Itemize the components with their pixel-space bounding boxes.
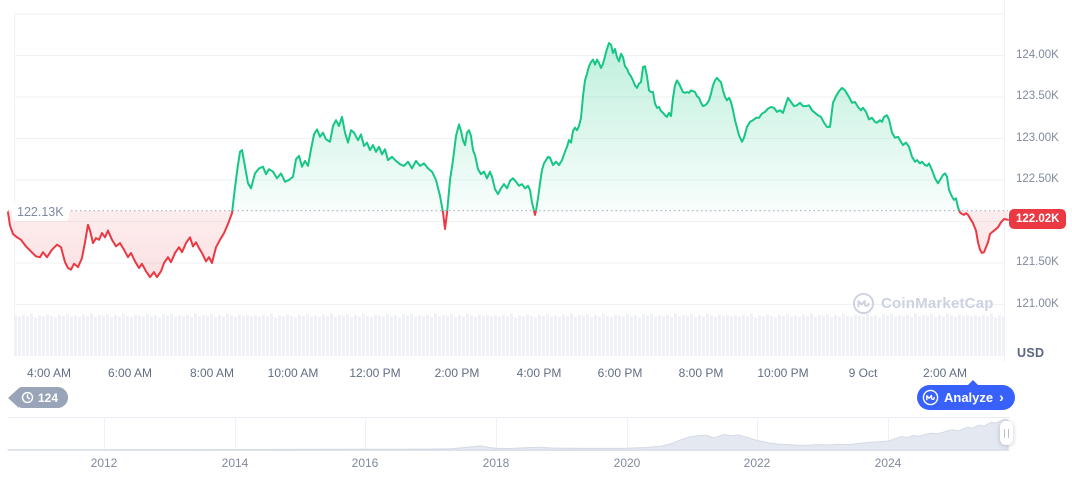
x-axis-tick-label: 10:00 AM (267, 366, 319, 380)
chevron-right-icon: › (999, 389, 1004, 405)
y-axis-tick-label: 123.50K (1016, 90, 1059, 102)
currency-unit-label: USD (1017, 346, 1045, 360)
grip-icon (1004, 428, 1009, 438)
y-axis-tick-label: 121.50K (1016, 256, 1059, 268)
x-axis-tick-label: 4:00 PM (516, 366, 562, 380)
x-axis-tick-label: 12:00 PM (349, 366, 401, 380)
minimap-year-label: 2024 (874, 456, 902, 470)
analyze-label: Analyze (944, 390, 994, 405)
x-axis-tick-label: 8:00 AM (189, 366, 235, 380)
coinmarketcap-watermark: CoinMarketCap (852, 292, 994, 315)
x-axis-tick-label: 2:00 PM (434, 366, 480, 380)
minimap-year-label: 2020 (613, 456, 641, 470)
minimap-year-label: 2012 (90, 456, 118, 470)
minimap-year-label: 2022 (743, 456, 771, 470)
y-axis-tick-label: 123.00K (1016, 132, 1059, 144)
x-axis-tick-label: 2:00 AM (922, 366, 968, 380)
coinmarketcap-logo-icon (852, 292, 875, 315)
x-axis-tick-label: 4:00 AM (26, 366, 72, 380)
minimap-year-label: 2014 (221, 456, 249, 470)
minimap-year-label: 2018 (482, 456, 510, 470)
current-price-badge: 122.02K (1009, 209, 1067, 229)
y-axis-tick-label: 122.50K (1016, 173, 1059, 185)
x-axis-tick-label: 6:00 AM (107, 366, 153, 380)
y-axis-tick-label: 121.00K (1016, 298, 1059, 310)
watermark-text: CoinMarketCap (881, 295, 994, 312)
coinmarketcap-logo-icon (922, 389, 939, 406)
badge-pointer (8, 387, 19, 408)
open-price-label: 122.13K (12, 203, 69, 221)
range-drag-handle[interactable] (1000, 421, 1013, 445)
x-axis-tick-label: 10:00 PM (757, 366, 809, 380)
analyze-button[interactable]: Analyze › (917, 380, 1015, 410)
x-axis-tick-label: 9 Oct (848, 366, 878, 380)
date-range-minimap[interactable] (8, 415, 1010, 452)
x-axis-tick-label: 6:00 PM (597, 366, 643, 380)
minimap-year-label: 2016 (351, 456, 379, 470)
countdown-value: 124 (38, 390, 59, 405)
update-countdown-badge: 124 (8, 387, 69, 408)
clock-icon (21, 391, 34, 404)
x-axis-tick-label: 8:00 PM (678, 366, 724, 380)
y-axis-tick-label: 124.00K (1016, 49, 1059, 61)
